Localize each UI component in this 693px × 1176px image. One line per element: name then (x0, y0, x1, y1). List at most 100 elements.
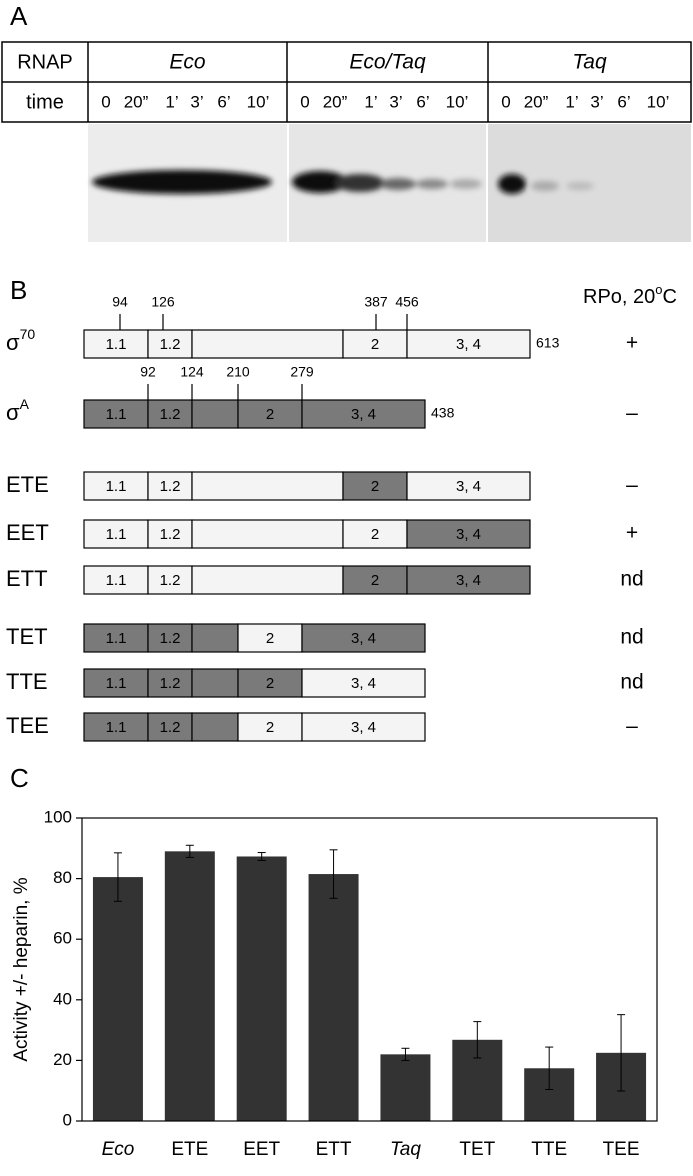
y-tick-label: 100 (44, 807, 72, 826)
y-axis-label: Activity +/- heparin, % (11, 877, 32, 1061)
time-label: 10’ (247, 92, 270, 111)
domain-segment (191, 329, 344, 359)
group-name: Eco (169, 51, 206, 74)
y-tick-label: 60 (53, 929, 72, 948)
domain-label: 1.1 (106, 572, 127, 589)
x-tick-label: TET (459, 1139, 495, 1160)
position-label: 94 (112, 294, 128, 310)
domain-segment (83, 565, 149, 595)
error-bar (113, 852, 122, 902)
domain-label: 3, 4 (351, 675, 376, 692)
domain-segment (301, 623, 426, 653)
rpo-result: – (626, 474, 638, 497)
domain-segment (147, 471, 193, 501)
domain-label: 2 (266, 675, 274, 692)
domain-segment (191, 712, 239, 742)
domain-label: 1.1 (106, 675, 127, 692)
time-label: 10’ (446, 92, 469, 111)
error-bar (473, 1021, 482, 1059)
gel-image (88, 124, 691, 242)
domain-segment (406, 329, 531, 359)
bar (380, 1054, 431, 1121)
y-tick-label: 20 (53, 1050, 72, 1069)
bar (308, 874, 359, 1121)
time-label: 0 (101, 92, 110, 111)
domain-segment (342, 519, 408, 549)
x-tick-label: TTE (531, 1139, 567, 1160)
time-label: 3’ (590, 92, 603, 111)
time-label: 10’ (647, 92, 670, 111)
domain-label: 3, 4 (456, 572, 481, 589)
rpo-result: nd (620, 626, 643, 649)
construct-name-text: TEE (6, 713, 49, 738)
construct-name-text: σ (6, 400, 20, 425)
construct-name: EET (6, 520, 49, 545)
error-bar (329, 849, 338, 899)
domain-label: 2 (371, 572, 379, 589)
panel-label: B (10, 275, 27, 305)
domain-segment (191, 519, 344, 549)
domain-label: 3, 4 (351, 719, 376, 736)
position-label: 387 (364, 294, 388, 310)
domain-segment (147, 668, 193, 698)
domain-label: 1.2 (160, 478, 181, 495)
domain-label: 3, 4 (456, 526, 481, 543)
domain-segment (191, 668, 239, 698)
time-label: 1’ (165, 92, 178, 111)
row-label: RNAP (17, 51, 73, 73)
rpo-header-unit: C (663, 286, 677, 308)
time-label: 6’ (617, 92, 630, 111)
panel-label: C (10, 763, 29, 793)
rpo-result: nd (620, 568, 643, 591)
y-tick-label: 40 (53, 989, 72, 1008)
rpo-header-sup: o (655, 282, 662, 297)
domain-segment (191, 565, 344, 595)
domain-segment (342, 471, 408, 501)
construct-name-sup: A (20, 396, 30, 412)
domain-segment (406, 471, 531, 501)
domain-segment (191, 623, 239, 653)
x-tick-label: ETT (316, 1139, 352, 1160)
x-tick-label: ETE (171, 1139, 208, 1160)
domain-label: 1.1 (106, 478, 127, 495)
time-label: 20” (323, 92, 348, 111)
time-label: 20” (524, 92, 549, 111)
construct-name-sup: 70 (20, 326, 36, 342)
domain-label: 3, 4 (351, 406, 376, 423)
bar (92, 877, 143, 1121)
construct-name: ETE (6, 472, 49, 497)
bar (164, 851, 215, 1121)
domain-segment (191, 399, 239, 429)
construct-name: ETT (6, 566, 48, 591)
domain-label: 2 (371, 478, 379, 495)
time-label: 6’ (217, 92, 230, 111)
time-label: 3’ (190, 92, 203, 111)
domain-label: 1.1 (106, 526, 127, 543)
domain-segment (406, 565, 531, 595)
domain-label: 2 (266, 630, 274, 647)
domain-label: 2 (371, 526, 379, 543)
rpo-header-text: RPo, 20 (583, 286, 655, 308)
position-label: 92 (140, 364, 156, 380)
group-name: Taq (572, 51, 607, 74)
domain-segment (406, 519, 531, 549)
rpo-header: RPo, 20oC (583, 282, 677, 308)
construct-name: TTE (6, 669, 48, 694)
time-label: 0 (501, 92, 510, 111)
construct-name-text: TTE (6, 669, 48, 694)
domain-label: 1.2 (160, 526, 181, 543)
error-bar (257, 852, 266, 861)
position-label: 279 (290, 364, 314, 380)
error-bar (545, 1046, 554, 1090)
construct-name-text: TET (6, 624, 48, 649)
domain-label: 1.2 (160, 336, 181, 353)
domain-label: 3, 4 (351, 630, 376, 647)
domain-label: 1.2 (160, 406, 181, 423)
y-tick-label: 80 (53, 868, 72, 887)
domain-label: 3, 4 (456, 336, 481, 353)
domain-segment (342, 565, 408, 595)
x-tick-label: TEE (603, 1139, 640, 1160)
construct-name: σ70 (6, 326, 35, 355)
rpo-result: + (626, 332, 638, 355)
